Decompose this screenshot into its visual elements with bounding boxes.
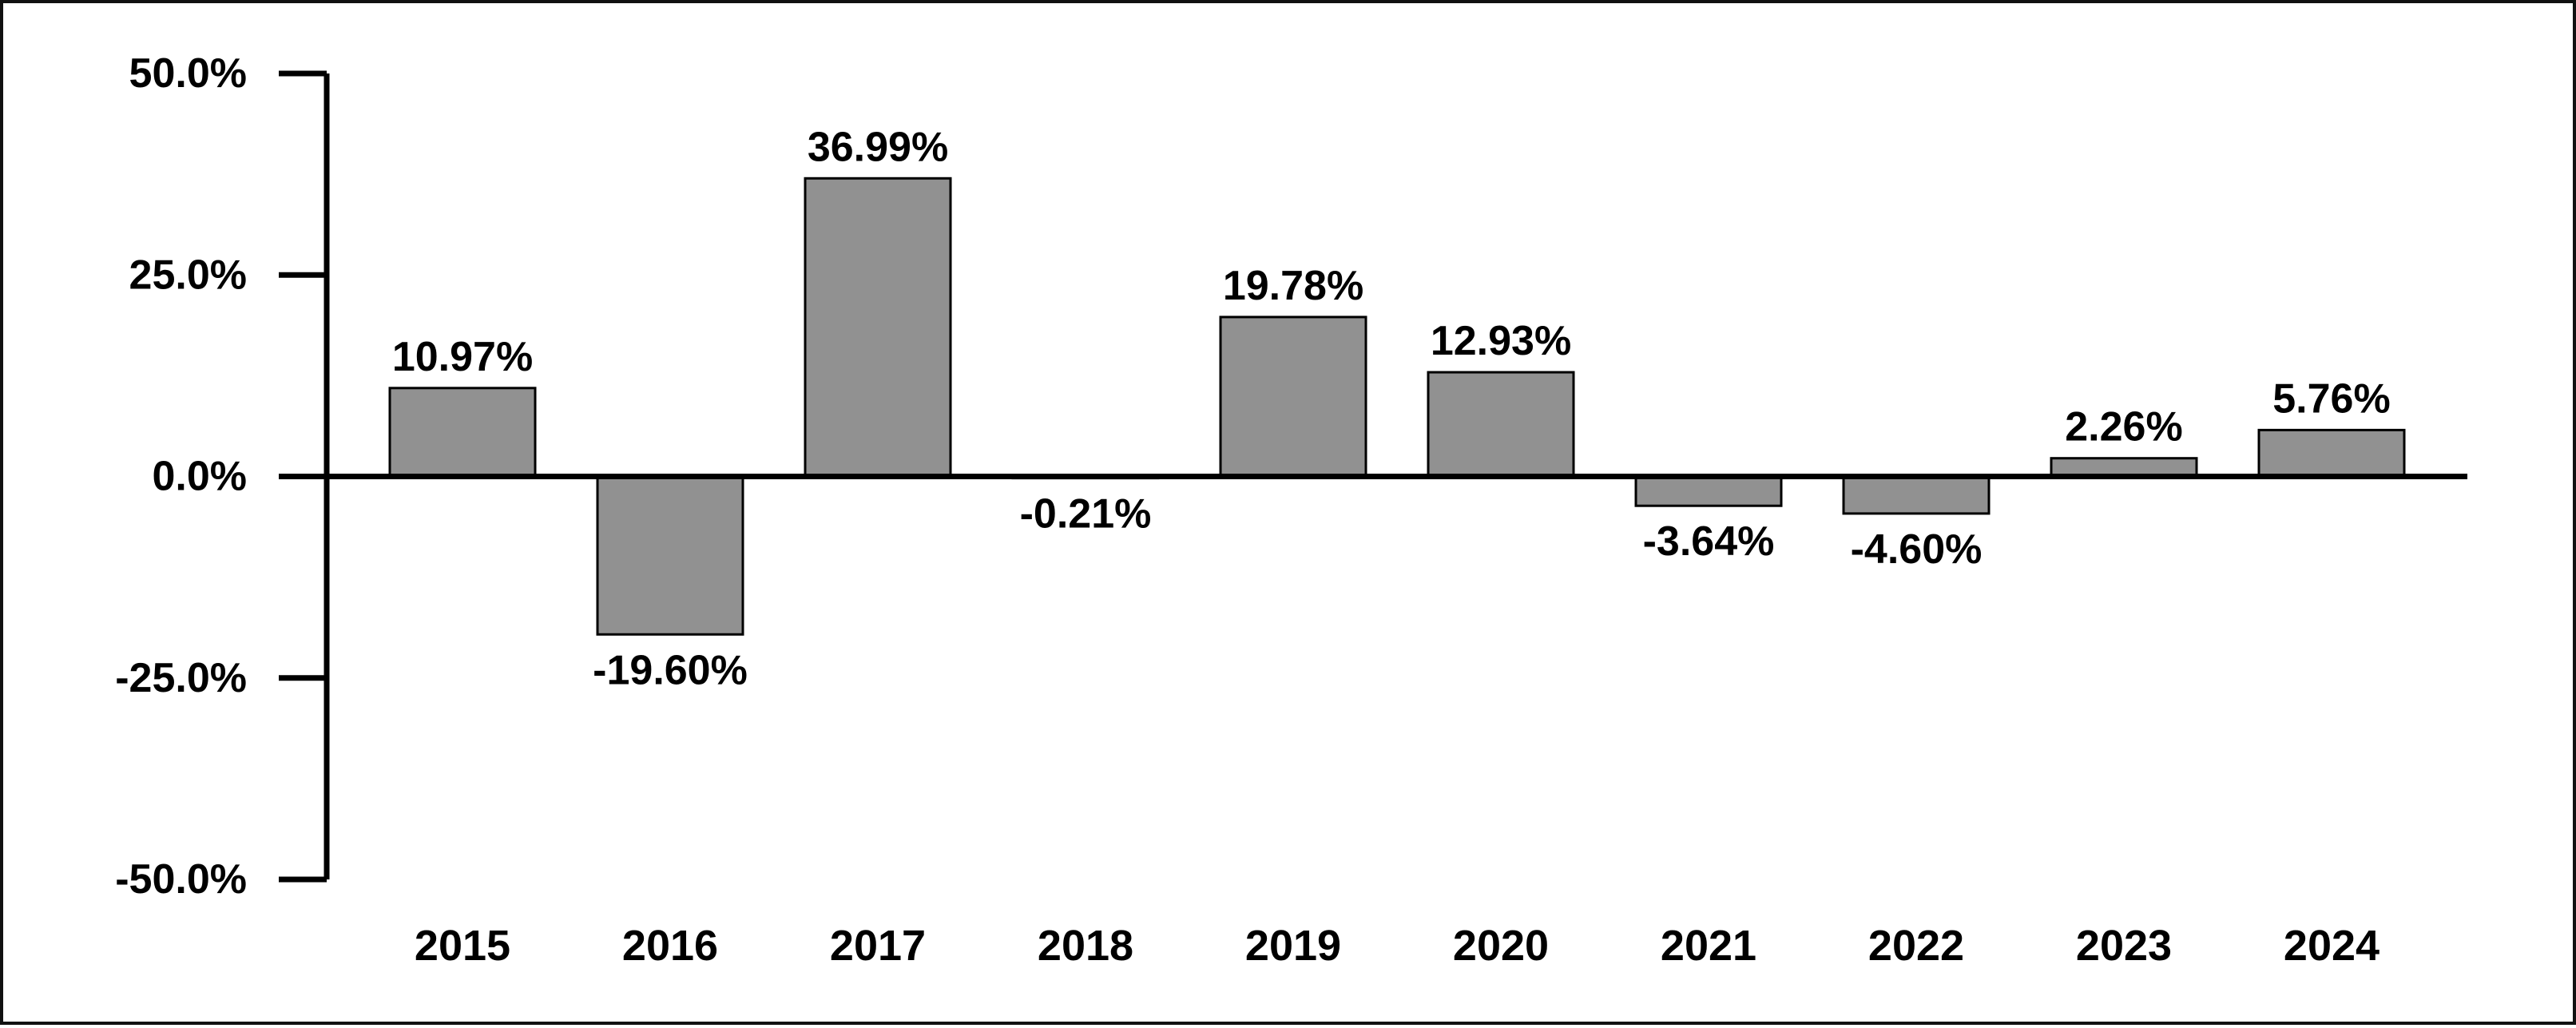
- bar-chart: 50.0%25.0%0.0%-25.0%-50.0% 2015 2016 2017 2…: [115, 50, 2467, 970]
- data-label: -4.60%: [1851, 526, 1983, 573]
- bar: [1634, 475, 1783, 507]
- y-tick-label: 0.0%: [152, 454, 247, 500]
- x-tick-label: 2022: [1868, 922, 1964, 970]
- x-tick-label: 2017: [830, 922, 926, 970]
- x-tick-label: 2024: [2284, 922, 2380, 970]
- x-tick-label: 2020: [1453, 922, 1549, 970]
- data-label: 12.93%: [1431, 318, 1571, 364]
- y-tick-label: -25.0%: [115, 655, 247, 701]
- value-labels: 10.97% -19.60% 36.99% -0.21% 19.78% 12.93% -3.…: [392, 124, 2391, 693]
- bars: [388, 177, 2406, 636]
- bar: [804, 177, 952, 478]
- x-tick-label: 2019: [1245, 922, 1341, 970]
- bar: [2257, 428, 2406, 478]
- x-axis: 2015 2016 2017 2018 2019 2020 2021 2022 2023 2024: [327, 474, 2467, 970]
- y-tick-label: 50.0%: [129, 50, 247, 97]
- x-tick-label: 2015: [415, 922, 510, 970]
- y-tick-label: 25.0%: [129, 252, 247, 298]
- data-label: 10.97%: [392, 334, 533, 380]
- bar: [1842, 475, 1991, 515]
- data-label: 19.78%: [1223, 263, 1363, 309]
- y-tick-label: -50.0%: [115, 856, 247, 903]
- bar: [388, 387, 537, 478]
- data-label: 5.76%: [2272, 375, 2390, 422]
- x-tick-label: 2023: [2076, 922, 2172, 970]
- bar: [596, 475, 744, 636]
- x-tick-label: 2018: [1038, 922, 1133, 970]
- data-label: 36.99%: [808, 124, 948, 170]
- data-label: -19.60%: [593, 647, 748, 693]
- bar: [1219, 316, 1367, 478]
- y-axis: 50.0% 25.0% 0.0% -25.0% -50.0%: [115, 50, 330, 903]
- data-label: -3.64%: [1643, 518, 1775, 565]
- x-tick-label: 2021: [1661, 922, 1756, 970]
- x-tick-label: 2016: [622, 922, 718, 970]
- data-label: -0.21%: [1020, 491, 1152, 538]
- data-label: 2.26%: [2065, 404, 2182, 450]
- bar: [1427, 371, 1575, 478]
